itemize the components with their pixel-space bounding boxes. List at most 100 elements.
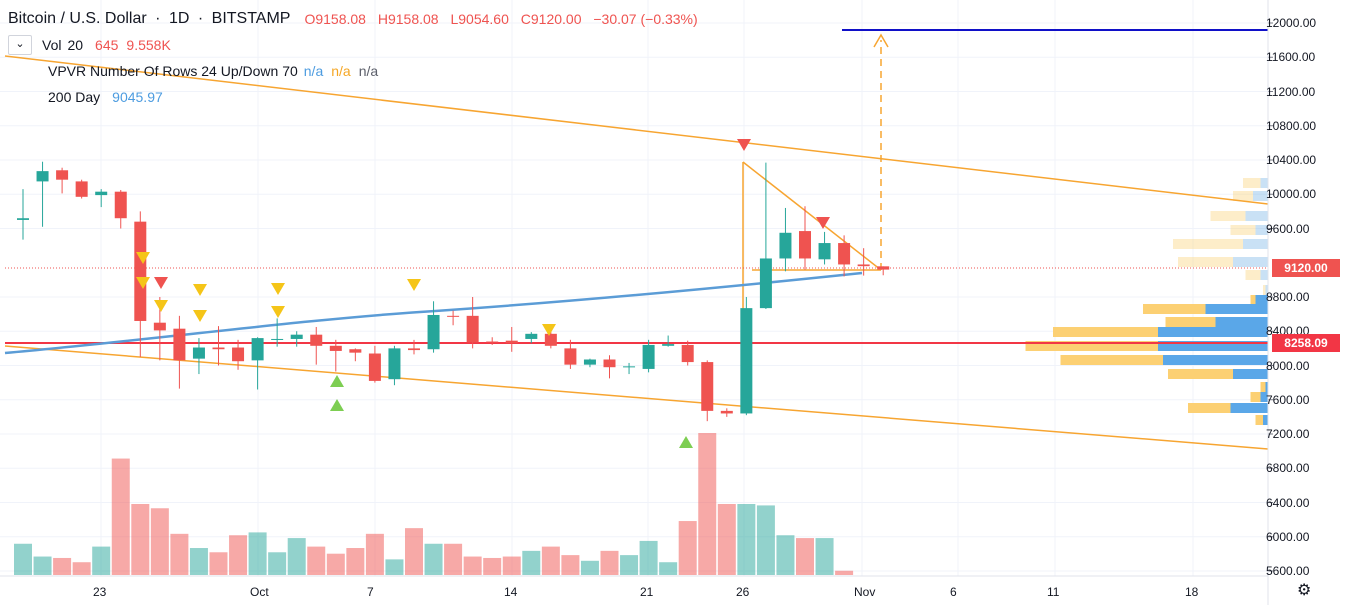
vpvr-up-bar [1230,403,1268,413]
vpvr-label: VPVR Number Of Rows 24 Up/Down 70 [48,63,298,79]
vpvr-up-bar [1265,285,1268,295]
volume-bar [326,553,345,575]
vpvr-up-bar [1163,355,1268,365]
vpvr-down-bar [1250,392,1261,402]
exchange-label: BITSTAMP [211,10,291,27]
price-tick-label: 7600.00 [1266,392,1310,407]
price-tick-label: 10800.00 [1266,118,1317,133]
candle-body [877,266,890,270]
vol-ma-value: 9.558K [126,37,171,53]
price-tick-label: 9600.00 [1266,221,1310,236]
candle-body [388,348,401,380]
vpvr-up-bar [1260,178,1268,188]
time-tick-label: 11 [1047,585,1060,599]
candle-body [368,353,381,381]
volume-bar [14,543,32,575]
candle-body [173,328,186,361]
candle-body [310,334,323,346]
vpvr-down-value: n/a [331,63,351,79]
candle-body [349,349,362,353]
vpvr-total-value: n/a [358,63,379,79]
time-tick-label: Oct [250,585,269,599]
volume-bar [444,543,463,575]
candle-body [212,347,225,350]
volume-bar [92,546,111,575]
volume-bar [541,546,560,575]
volume-bar [346,548,365,575]
channel-top-line[interactable] [4,55,1269,205]
vpvr-down-bar [1263,285,1266,295]
interval-label: 1D [168,10,190,27]
vpvr-up-value: n/a [303,63,324,79]
volume-bar [698,433,717,575]
candle-body [466,315,479,343]
volume-bar [502,556,521,575]
price-tick-label: 8800.00 [1266,290,1310,304]
symbol-title[interactable]: Bitcoin / U.S. Dollar · 1D · BITSTAMP [8,6,290,32]
candle-body [447,315,460,317]
candle-body [95,191,108,196]
price-tick-label: 10400.00 [1266,153,1317,167]
price-tick-label: 7200.00 [1266,427,1310,441]
candle-body [701,362,714,411]
candle-body [603,359,616,368]
pennant-upper[interactable] [742,161,882,271]
volume-bar [287,538,306,575]
vpvr-up-bar [1233,257,1268,267]
volume-bar [248,532,267,575]
volume-bar [737,504,756,575]
candle-body [408,348,420,351]
vpvr-up-bar [1253,191,1268,201]
vpvr-indicator-row[interactable]: VPVR Number Of Rows 24 Up/Down 70 n/a n/… [8,58,706,84]
open-value: O9158.08 [304,11,366,27]
vpvr-down-bar [1165,317,1216,327]
candle-body [251,338,264,361]
candle-body [779,232,792,259]
volume-bar [268,552,287,575]
vpvr-up-bar [1260,392,1268,402]
volume-bar [72,562,91,575]
moving-average-line [4,271,863,355]
volume-indicator-row[interactable]: ⌄ Vol 20 645 9.558K [8,32,706,58]
channel-bottom-line[interactable] [4,345,1269,450]
ma-200-line [4,271,863,355]
volume-bar [835,570,854,575]
sell-triangle-icon [193,310,207,322]
ma-indicator-row[interactable]: 200 Day 9045.97 [8,84,706,110]
vpvr-down-bar [1143,304,1206,314]
sell-triangle-icon [271,283,285,295]
chevron-down-icon[interactable]: ⌄ [8,35,32,55]
volume-bar [776,535,795,575]
vpvr-up-bar [1158,341,1268,351]
volume-bar [307,546,326,575]
time-tick-label: 18 [1185,585,1199,599]
volume-bar [229,535,248,575]
candle-body [759,258,772,309]
candle-body [36,171,49,182]
vpvr-up-bar [1255,225,1268,235]
candle-body [720,410,733,414]
time-tick-label: 23 [93,585,107,599]
time-tick-label: 14 [504,585,518,599]
price-tick-label: 12000.00 [1266,16,1317,30]
gear-icon[interactable]: ⚙ [1297,582,1312,599]
vpvr-down-bar [1250,295,1256,305]
price-tick-label: 5600.00 [1266,564,1310,578]
sell-triangle-icon [193,284,207,296]
candle-body [56,170,69,180]
time-tick-label: 7 [367,585,374,599]
volume-bar [463,556,482,575]
close-value: C9120.00 [520,11,582,27]
candle-body [427,314,440,350]
vpvr-up-bar [1243,239,1268,249]
signal-markers [136,139,830,448]
vpvr-down-bar [1025,341,1158,351]
vpvr-up-bar [1265,382,1268,392]
volume-bar [756,505,775,575]
candle-body [799,231,811,259]
volume-bar [111,458,130,575]
candle-body [838,243,851,265]
vpvr-up-bar [1245,211,1268,221]
volume-bar [365,533,384,575]
